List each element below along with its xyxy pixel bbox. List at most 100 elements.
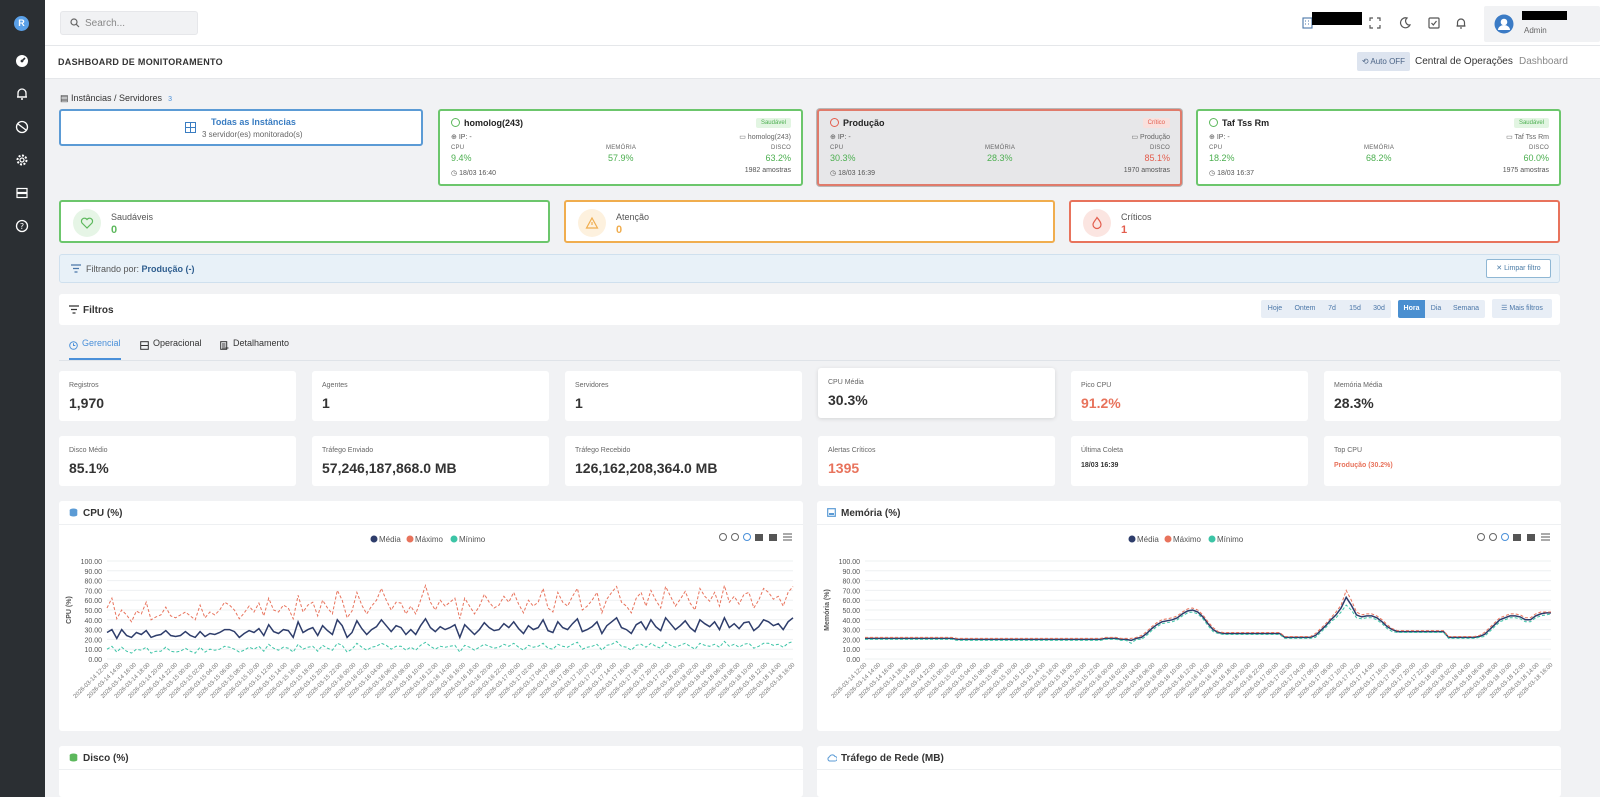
granularity-semana[interactable]: Semana bbox=[1447, 300, 1485, 318]
sample-count: 1982 amostras bbox=[744, 167, 791, 174]
period-hoje[interactable]: Hoje bbox=[1261, 300, 1289, 318]
zoom-out-icon[interactable] bbox=[731, 533, 739, 541]
clear-filter-button[interactable]: ✕ Limpar filtro bbox=[1486, 259, 1551, 278]
pan-hand-icon[interactable] bbox=[1513, 534, 1521, 541]
period-30d[interactable]: 30d bbox=[1367, 300, 1391, 318]
network-chart-title: Tráfego de Rede (MB) bbox=[841, 753, 944, 764]
check-circle-icon bbox=[1209, 118, 1218, 127]
disk-value: 60.0% bbox=[1523, 153, 1549, 163]
y-axis-title: Memória (%) bbox=[824, 589, 831, 631]
heart-pulse-icon bbox=[80, 217, 94, 229]
period-15d[interactable]: 15d bbox=[1343, 300, 1367, 318]
instance-card-taf[interactable]: Taf Tss Rm Saudável ⊕ IP: - ▭ Taf Tss Rm… bbox=[1196, 109, 1561, 186]
bell-icon[interactable] bbox=[15, 87, 29, 101]
notification-bell-icon[interactable] bbox=[1454, 16, 1468, 30]
cpu-line-chart[interactable]: Média Máximo Mínimo 100.00 90.00 80.00 70.00 60… bbox=[59, 525, 803, 731]
breadcrumb-parent[interactable]: Central de Operações bbox=[1415, 56, 1513, 67]
menu-icon[interactable] bbox=[783, 533, 792, 541]
legend-dot-0[interactable] bbox=[370, 535, 378, 543]
instance-card-homolog[interactable]: homolog(243) Saudável ⊕ IP: - ▭ homolog(… bbox=[438, 109, 803, 186]
y-tick-label: 20.00 bbox=[84, 637, 102, 644]
search-input[interactable] bbox=[85, 15, 193, 31]
period-ontem[interactable]: Ontem bbox=[1289, 300, 1321, 318]
globe-icon: ⊕ bbox=[451, 134, 459, 141]
dashboard-icon[interactable] bbox=[15, 54, 29, 68]
legend-dot-1[interactable] bbox=[1164, 535, 1172, 543]
legend-label-2[interactable]: Mínimo bbox=[1217, 535, 1244, 544]
y-tick-label: 90.00 bbox=[842, 569, 860, 576]
app-logo[interactable]: R bbox=[14, 16, 29, 31]
memory-chart-card: Memória (%) Média Máximo Mínimo 100.00 90.00… bbox=[817, 501, 1561, 731]
memory-value: 28.3% bbox=[987, 153, 1013, 163]
flame-icon bbox=[1092, 216, 1102, 230]
cpu-chart-title: CPU (%) bbox=[83, 508, 123, 519]
disk-label: DISCO bbox=[1149, 145, 1170, 151]
task-check-icon[interactable] bbox=[1427, 16, 1441, 30]
legend-label-2[interactable]: Mínimo bbox=[459, 535, 486, 544]
healthy-summary-card[interactable]: Saudáveis 0 bbox=[59, 200, 550, 243]
reset-home-icon[interactable] bbox=[1527, 534, 1535, 541]
kpi-value: 126,162,208,364.0 MB bbox=[575, 460, 718, 476]
clock-icon: ◷ bbox=[830, 170, 839, 177]
legend-label-0[interactable]: Média bbox=[379, 535, 401, 544]
globe-icon: ⊕ bbox=[830, 134, 838, 141]
status-badge: Saudável bbox=[755, 118, 791, 128]
instances-section-label: ▤ Instâncias / Servidores 3 bbox=[60, 93, 172, 104]
legend-dot-1[interactable] bbox=[406, 535, 414, 543]
fullscreen-icon[interactable] bbox=[1368, 16, 1382, 30]
last-update: ◷ 18/03 16:37 bbox=[1209, 170, 1255, 177]
instance-ip: ⊕ IP: - bbox=[830, 134, 851, 141]
granularity-hora[interactable]: Hora bbox=[1398, 300, 1425, 318]
pan-hand-icon[interactable] bbox=[755, 534, 763, 541]
menu-icon[interactable] bbox=[1541, 533, 1550, 541]
zoom-out-icon[interactable] bbox=[1489, 533, 1497, 541]
kpi-trafego-enviado: Tráfego Enviado 57,246,187,868.0 MB bbox=[312, 436, 549, 486]
server-icon[interactable] bbox=[15, 186, 29, 200]
gear-icon[interactable] bbox=[15, 153, 29, 167]
series-line-Mínimo bbox=[106, 640, 794, 654]
kpi-label: Última Coleta bbox=[1081, 447, 1124, 454]
y-tick-label: 10.00 bbox=[842, 647, 860, 654]
legend-label-0[interactable]: Média bbox=[1137, 535, 1159, 544]
tab-operacional[interactable]: Operacional bbox=[140, 338, 202, 360]
legend-label-1[interactable]: Máximo bbox=[415, 535, 444, 544]
tab-detalhamento[interactable]: Detalhamento bbox=[220, 338, 289, 360]
legend-label-1[interactable]: Máximo bbox=[1173, 535, 1202, 544]
instance-host: ▭ Produção bbox=[1131, 134, 1170, 141]
memory-line-chart[interactable]: Média Máximo Mínimo 100.00 90.00 80.00 70.00 60… bbox=[817, 525, 1561, 731]
user-menu[interactable]: Admin bbox=[1484, 6, 1600, 42]
instance-card-producao[interactable]: Produção Crítico ⊕ IP: - ▭ Produção CPU … bbox=[817, 109, 1182, 186]
reset-home-icon[interactable] bbox=[769, 534, 777, 541]
period-7d[interactable]: 7d bbox=[1321, 300, 1343, 318]
legend-dot-2[interactable] bbox=[1208, 535, 1216, 543]
clock-icon: ◷ bbox=[451, 170, 460, 177]
auto-refresh-toggle[interactable]: ⟲ Auto OFF bbox=[1357, 52, 1410, 71]
help-icon[interactable]: ? bbox=[15, 219, 29, 233]
auto-refresh-label: Auto OFF bbox=[1370, 57, 1406, 66]
monitor-icon: ▭ bbox=[739, 134, 748, 141]
zoom-select-icon[interactable] bbox=[1501, 533, 1509, 541]
cpu-label: CPU bbox=[830, 145, 844, 151]
granularity-dia[interactable]: Dia bbox=[1425, 300, 1447, 318]
zoom-in-icon[interactable] bbox=[719, 533, 727, 541]
kpi-pico-cpu: Pico CPU 91.2% bbox=[1071, 371, 1308, 421]
y-tick-label: 10.00 bbox=[84, 647, 102, 654]
moon-icon[interactable] bbox=[1398, 16, 1412, 30]
kpi-label: Tráfego Recebido bbox=[575, 447, 631, 454]
tab-gerencial[interactable]: Gerencial bbox=[69, 338, 121, 360]
kpi-servidores: Servidores 1 bbox=[565, 371, 802, 421]
chart-icon[interactable] bbox=[15, 120, 29, 134]
last-update: ◷ 18/03 16:39 bbox=[830, 170, 876, 177]
warning-summary-card[interactable]: Atenção 0 bbox=[564, 200, 1055, 243]
more-filters-button[interactable]: ☰ Mais filtros bbox=[1492, 299, 1552, 318]
legend-dot-0[interactable] bbox=[1128, 535, 1136, 543]
search-box[interactable] bbox=[60, 11, 198, 35]
servers-icon: ▤ bbox=[60, 93, 72, 103]
all-instances-card[interactable]: Todas as Instâncias 3 servidor(es) monit… bbox=[59, 109, 423, 146]
legend-dot-2[interactable] bbox=[450, 535, 458, 543]
zoom-in-icon[interactable] bbox=[1477, 533, 1485, 541]
monitor-icon: ▭ bbox=[1131, 134, 1141, 141]
zoom-select-icon[interactable] bbox=[743, 533, 751, 541]
critical-summary-card[interactable]: Críticos 1 bbox=[1069, 200, 1560, 243]
disk-value: 85.1% bbox=[1144, 153, 1170, 163]
